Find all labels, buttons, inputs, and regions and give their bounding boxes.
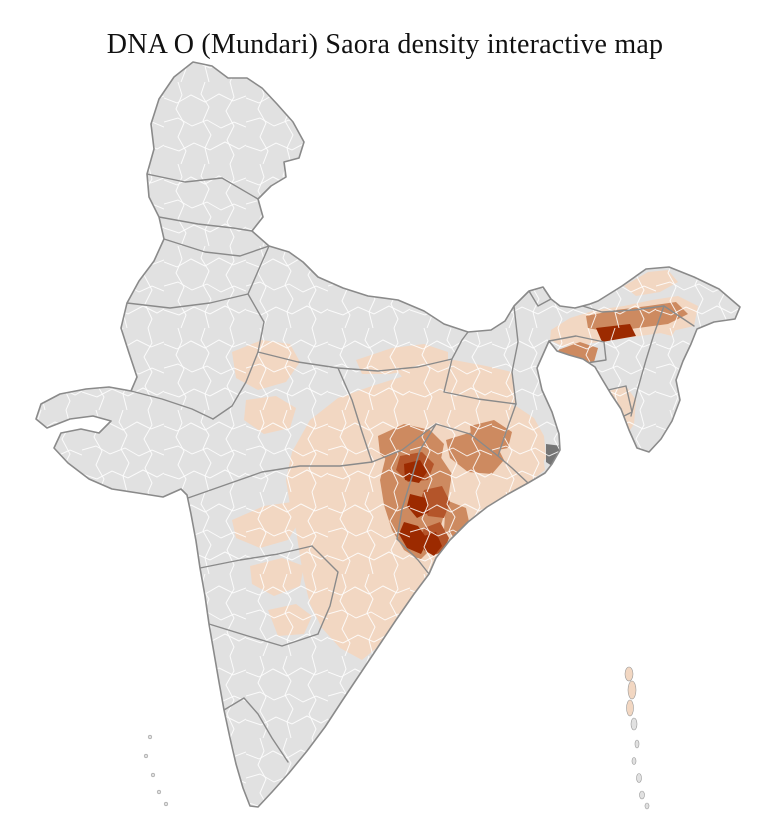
lakshadweep-islands[interactable] [143,734,169,807]
nicobar-islands[interactable] [630,717,650,810]
india-outline [35,61,741,808]
andaman-islands[interactable] [624,666,637,717]
page-title: DNA O (Mundari) Saora density interactiv… [106,28,664,60]
